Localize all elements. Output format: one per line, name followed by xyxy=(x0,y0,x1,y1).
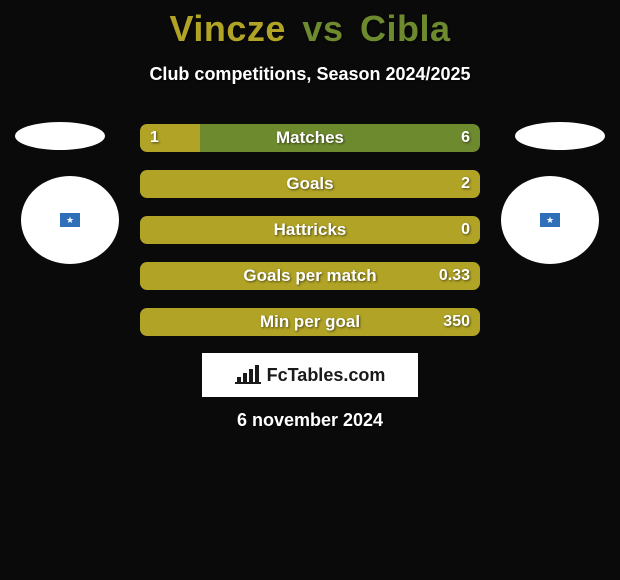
player1-avatar-small xyxy=(15,122,105,150)
subtitle: Club competitions, Season 2024/2025 xyxy=(0,64,620,85)
player2-avatar-big: ★ xyxy=(501,176,599,264)
stat-row: Hattricks0 xyxy=(140,216,480,244)
eu-flag-icon: ★ xyxy=(60,213,80,227)
player1-name: Vincze xyxy=(170,8,286,49)
page-title: Vincze vs Cibla xyxy=(0,0,620,50)
player1-avatar-big: ★ xyxy=(21,176,119,264)
player2-avatar-small xyxy=(515,122,605,150)
bar-fill xyxy=(140,308,480,336)
bar-fill xyxy=(140,262,480,290)
stat-row: Goals2 xyxy=(140,170,480,198)
bar-fill xyxy=(140,170,480,198)
player2-name: Cibla xyxy=(360,8,451,49)
bar-fill xyxy=(140,124,200,152)
eu-flag-icon: ★ xyxy=(540,213,560,227)
bar-chart-icon xyxy=(235,365,261,385)
stat-row: Min per goal350 xyxy=(140,308,480,336)
stats-bars: 1Matches6 Goals2 Hattricks0 Goals per match… xyxy=(140,124,480,354)
stat-row: 1Matches6 xyxy=(140,124,480,152)
brand-badge: FcTables.com xyxy=(202,353,418,397)
stat-row: Goals per match0.33 xyxy=(140,262,480,290)
vs-separator: vs xyxy=(302,8,343,49)
date-text: 6 november 2024 xyxy=(0,410,620,431)
bar-fill xyxy=(140,216,480,244)
brand-text: FcTables.com xyxy=(267,365,386,386)
